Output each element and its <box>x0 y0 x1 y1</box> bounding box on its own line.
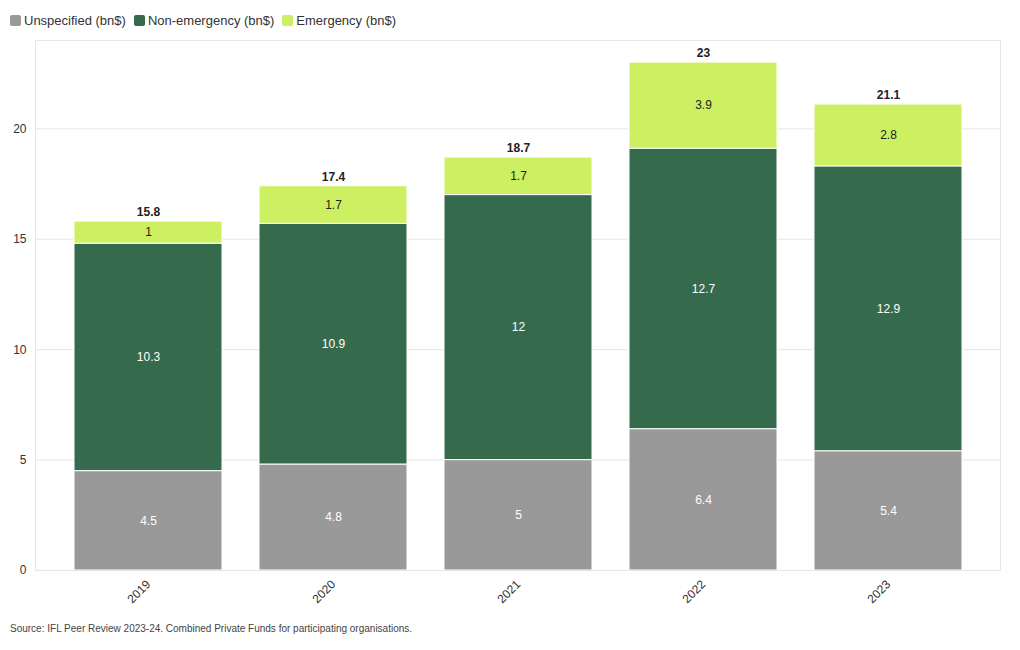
svg-text:4.5: 4.5 <box>140 514 157 528</box>
svg-text:10.9: 10.9 <box>322 337 346 351</box>
svg-text:0: 0 <box>20 563 27 577</box>
svg-text:12.9: 12.9 <box>877 302 901 316</box>
html-text:Non-emergency (bn$): Non-emergency (bn$) <box>147 12 275 28</box>
svg-text:20: 20 <box>13 122 27 136</box>
svg-text:1.7: 1.7 <box>325 198 342 212</box>
svg-text:2022: 2022 <box>680 577 709 606</box>
svg-text:2019: 2019 <box>125 577 154 606</box>
svg-text:5: 5 <box>20 453 27 467</box>
svg-text:12: 12 <box>512 320 526 334</box>
svg-text:5: 5 <box>515 508 522 522</box>
svg-text:4.8: 4.8 <box>325 510 342 524</box>
svg-text:15.8: 15.8 <box>137 205 161 219</box>
svg-text:2023: 2023 <box>865 577 894 606</box>
svg-text:5.4: 5.4 <box>880 504 897 518</box>
svg-text:2.8: 2.8 <box>880 128 897 142</box>
svg-text:10.3: 10.3 <box>137 350 161 364</box>
svg-text:6.4: 6.4 <box>695 493 712 507</box>
html-text:Unspecified (bn$): Unspecified (bn$) <box>24 12 126 28</box>
svg-text:23: 23 <box>697 46 711 60</box>
svg-text:1: 1 <box>145 225 152 239</box>
svg-text:18.7: 18.7 <box>507 141 531 155</box>
svg-text:10: 10 <box>13 343 27 357</box>
svg-text:21.1: 21.1 <box>877 88 901 102</box>
svg-text:15: 15 <box>13 232 27 246</box>
svg-text:2020: 2020 <box>310 577 339 606</box>
svg-text:3.9: 3.9 <box>695 98 712 112</box>
svg-text:1.7: 1.7 <box>510 169 527 183</box>
svg-text:12.7: 12.7 <box>692 282 716 296</box>
svg-text:2021: 2021 <box>495 577 524 606</box>
html-text:Source: IFL Peer Review 2023-2: Source: IFL Peer Review 2023-24. Combine… <box>10 623 413 634</box>
html-text:Emergency (bn$): Emergency (bn$) <box>296 12 397 28</box>
svg-text:17.4: 17.4 <box>322 170 346 184</box>
